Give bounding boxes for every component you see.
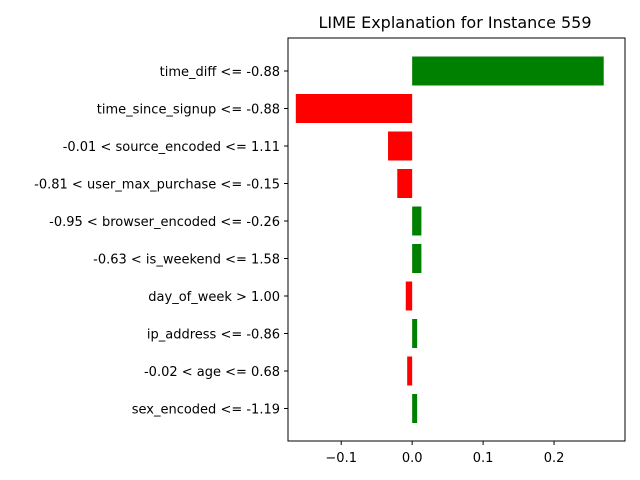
- x-ticks: −0.1 0.0 0.1 0.2: [325, 441, 564, 466]
- y-tick-label: day_of_week > 1.00: [148, 290, 280, 305]
- bar-8: [407, 356, 413, 386]
- bar-4: [412, 206, 422, 236]
- bar-1: [295, 94, 413, 123]
- bar-9: [412, 394, 418, 423]
- bar-7: [412, 319, 418, 348]
- y-tick-label: -0.02 < age <= 0.68: [144, 365, 280, 380]
- plot-frame: [287, 37, 626, 442]
- y-tick-label: time_since_signup <= -0.88: [97, 103, 280, 118]
- y-tick-label: -0.81 < user_max_purchase <= -0.15: [34, 178, 280, 193]
- x-tick-label: −0.1: [325, 451, 357, 466]
- bar-0: [412, 56, 604, 86]
- chart-title: LIME Explanation for Instance 559: [318, 13, 591, 32]
- x-tick-label: 0.2: [544, 451, 565, 466]
- y-tick-label: -0.95 < browser_encoded <= -0.26: [49, 215, 280, 230]
- y-tick-labels: time_diff <= -0.88 time_since_signup <= -…: [34, 65, 288, 418]
- y-tick-label: ip_address <= -0.86: [147, 328, 280, 343]
- x-tick-label: 0.0: [402, 451, 423, 466]
- bar-5: [412, 244, 422, 273]
- bar-3: [397, 169, 413, 198]
- y-tick-label: sex_encoded <= -1.19: [132, 403, 280, 418]
- bar-6: [405, 281, 413, 311]
- bars-group: [295, 56, 604, 423]
- y-tick-label: -0.63 < is_weekend <= 1.58: [93, 253, 280, 268]
- x-tick-label: 0.1: [473, 451, 494, 466]
- y-tick-label: -0.01 < source_encoded <= 1.11: [63, 140, 280, 155]
- bar-2: [388, 131, 413, 161]
- y-tick-label: time_diff <= -0.88: [160, 65, 280, 80]
